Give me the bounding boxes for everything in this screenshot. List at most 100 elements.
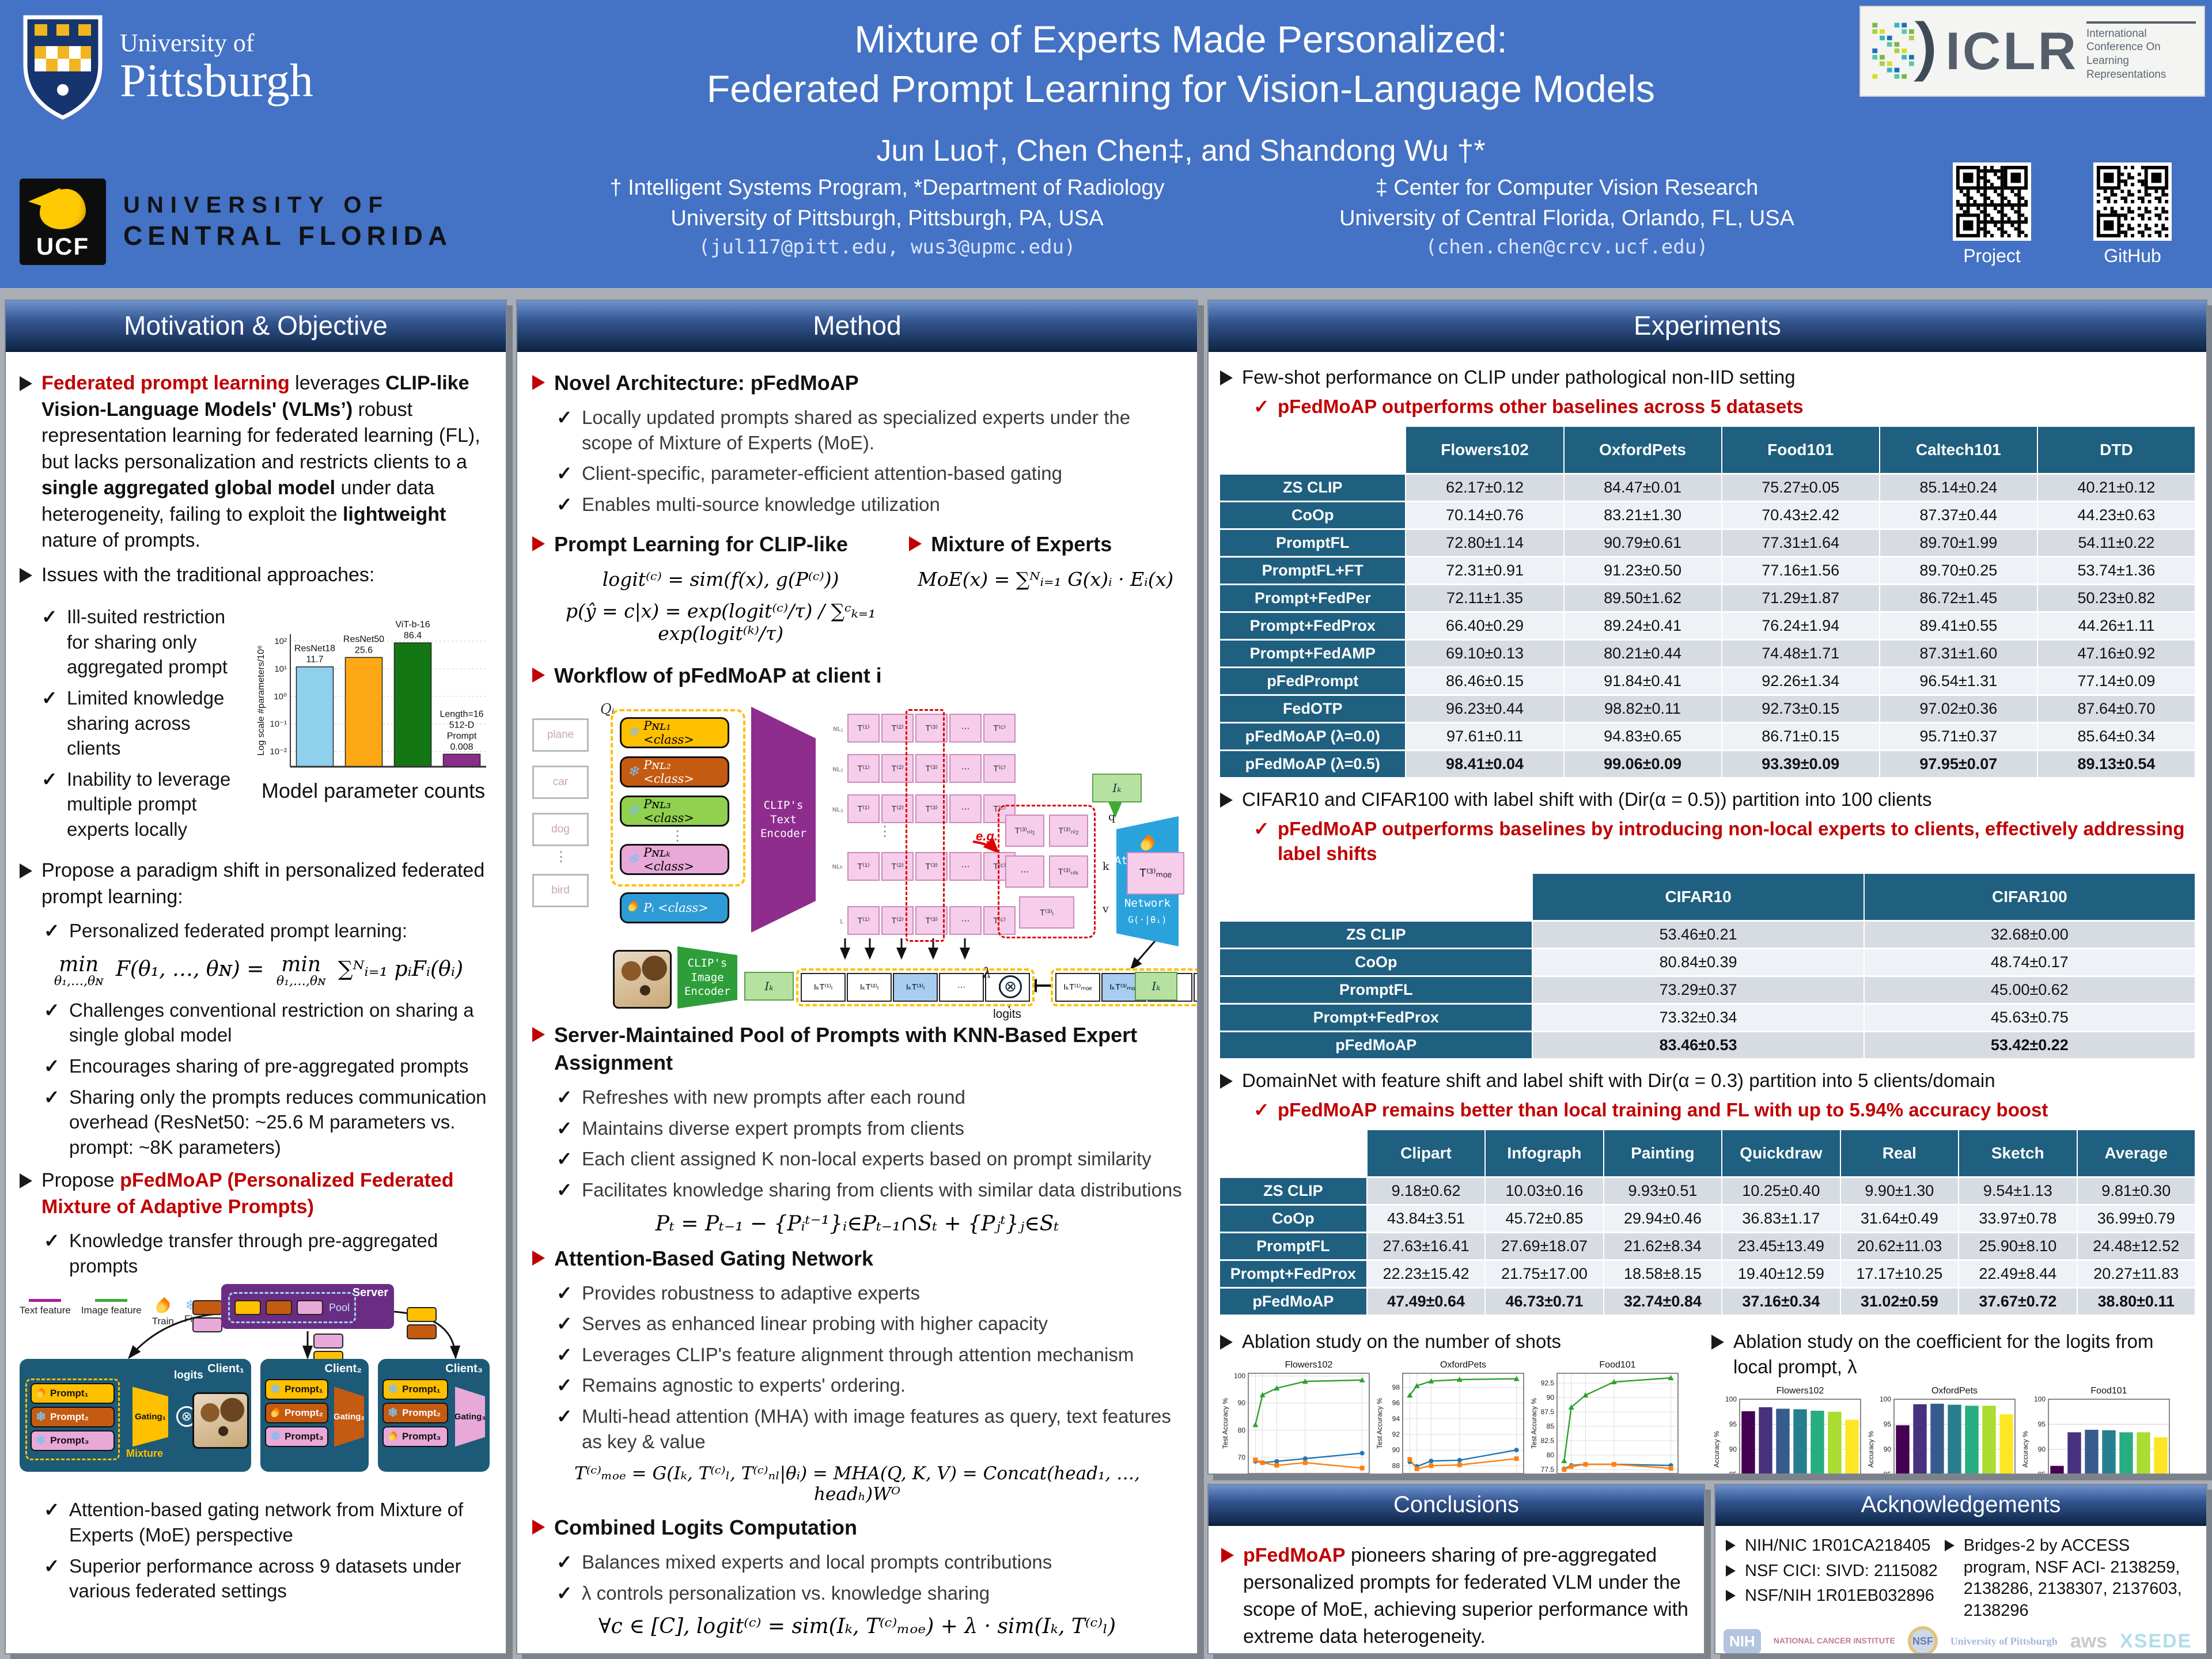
text-segment: Propose [41,1169,120,1192]
table-cell: 80.21±0.44 [1563,641,1721,667]
table-cell: 22.23±15.42 [1366,1261,1485,1287]
table-cell: 45.00±0.62 [1863,977,2195,1003]
train-flame-icon [35,1388,47,1400]
table-cell: 38.80±0.11 [2076,1289,2195,1315]
svg-text:90: 90 [1238,1399,1246,1407]
prompt-transfer-pills [313,1334,343,1366]
row-label: ZS CLIP [1220,475,1406,501]
table-cell: 70.43±2.42 [1721,502,1879,529]
fix-snowflake-icon: ❄ [627,724,639,740]
text-segment: lightweight [342,503,446,525]
table-cell: 83.21±1.30 [1563,502,1721,529]
table-cell: 87.37±0.44 [1878,502,2037,529]
table-cell: 53.46±0.21 [1532,922,1863,948]
column-header: Quickdraw [1721,1130,1840,1177]
svg-text:100: 100 [1880,1395,1891,1403]
table-cell: 94.83±0.65 [1563,724,1721,750]
svg-text:85: 85 [1547,1422,1555,1430]
table-cell: 73.32±0.34 [1532,1005,1863,1031]
objective-formula: min θ₁,…,θɴ F(θ₁, …, θɴ) = min θ₁,…,θɴ ∑ᴺᵢ… [54,952,464,988]
table-cell: 50.23±0.82 [2036,585,2195,612]
propose-pfedmoap: Propose pFedMoAP (Personalized Federated… [20,1168,492,1220]
ucf-wordmark: UNIVERSITY OF CENTRAL FLORIDA [123,192,453,251]
row-label: pFedMoAP (λ=0.0) [1220,724,1406,750]
table-cell: 32.68±0.00 [1863,922,2195,948]
image-feature-swatch [95,1299,128,1302]
combined-logits-formula: ∀c ∈ [C], logit⁽ᶜ⁾ = sim(Iₖ, T⁽ᶜ⁾ₘₒₑ) + … [598,1615,1116,1639]
table-cell: 23.45±13.49 [1721,1233,1840,1260]
svg-text:Accuracy %: Accuracy % [1867,1431,1875,1468]
pitt-wordmark: University of Pittsburgh [120,28,313,107]
prompt-transfer-pills [192,1300,222,1333]
bar-subplot: 808590951000.00.51.01.52.02.55.0Food101λ… [2021,1386,2170,1474]
ucf-logo: UCF UNIVERSITY OF CENTRAL FLORIDA [20,179,452,265]
dog-image [192,1392,249,1449]
poster-header: University of Pittsburgh UCF UNIVERSITY … [0,0,2212,288]
line-subplot: 889092949698124816OxfordPetsNumber of Sh… [1376,1360,1524,1474]
svg-text:Flowers102: Flowers102 [1285,1360,1333,1370]
table-cell: 89.50±1.62 [1563,585,1721,612]
svg-text:77.5: 77.5 [1541,1465,1555,1474]
arrow-bullet-icon [20,863,32,879]
svg-text:Log scale #parameters/10⁶: Log scale #parameters/10⁶ [256,646,266,756]
row-label: pFedMoAP (λ=0.5) [1220,751,1406,778]
ellipsis: ⋮ [671,828,685,844]
domainnet-claim: pFedMoAP remains better than local train… [1253,1098,2195,1123]
table-cell: 85.64±0.34 [2036,724,2195,750]
novel-architecture-heading: Novel Architecture: pFedMoAP [532,369,1182,397]
svg-text:Food101: Food101 [2090,1386,2127,1396]
row-label: Prompt+FedProx [1220,1261,1366,1287]
eg-label: e.g. [976,828,998,843]
table-cell: 77.31±1.64 [1721,530,1879,556]
expert-features-box: T⁽³⁾ₙₗ₁ T⁽³⁾ₙₗ₂ ⋯ T⁽³⁾ₙₗₖ T⁽³⁾ₗ [998,804,1096,938]
svg-text:90: 90 [1392,1446,1400,1455]
poster-authors: Jun Luo†, Chen Chen‡, and Shandong Wu †* [876,134,1486,168]
table-cell: 48.74±0.17 [1863,949,2195,976]
section-title-method: Method [517,301,1197,352]
table-cell: 74.48±1.71 [1721,641,1879,667]
list-item: Facilitates knowledge sharing from clien… [556,1177,1182,1203]
feature-row-local: ʟ T⁽¹⁾ T⁽²⁾ T⁽³⁾ ⋯ T⁽ᶜ⁾ [824,906,1016,935]
list-item: Ill-suited restriction for sharing only … [41,604,249,680]
svg-text:80: 80 [1547,1451,1555,1459]
prompt-learning-heading: Prompt Learning for CLIP-like [532,531,909,558]
table-cell: 80.84±0.39 [1532,949,1863,976]
text-segment: pioneers sharing of pre-aggregated perso… [1243,1544,1688,1647]
section-title-conclusions: Conclusions [1209,1485,1704,1526]
domainnet-heading: DomainNet with feature shift and label s… [1220,1068,2195,1093]
list-item: Multi-head attention (MHA) with image fe… [556,1404,1182,1454]
selected-class-column [906,709,945,942]
train-flame-icon [387,1431,399,1443]
row-label: PromptFL [1220,977,1532,1003]
image-feature-box: Iₖ [744,971,794,1001]
table-cell: 21.75±17.00 [1484,1261,1603,1287]
table-cell: 24.48±12.52 [2076,1233,2195,1260]
pool-heading: Server-Maintained Pool of Prompts with K… [532,1021,1182,1077]
feature-row-nlk: ɴʟₖ T⁽¹⁾ T⁽²⁾ T⁽³⁾ ⋯ T⁽ᶜ⁾ [824,851,1016,881]
text-segment: Federated prompt learning [41,372,290,394]
issues-list: Ill-suited restriction for sharing only … [41,599,249,847]
moe-heading: Mixture of Experts [909,531,1182,558]
list-item: Enables multi-source knowledge utilizati… [556,492,1182,517]
class-box: dog [532,812,589,846]
list-item: Each client assigned K non-local experts… [556,1146,1182,1172]
prompt-pill-local: Pᵢ <class> [620,892,729,923]
arrow-bullet-icon [532,1250,545,1266]
panel-motivation: Motivation & Objective Federated prompt … [5,300,507,1654]
svg-text:0.008: 0.008 [450,743,473,752]
ucf-emblem-icon: UCF [20,179,106,265]
table-cell: 87.31±1.60 [1878,641,2037,667]
list-item: Refreshes with new prompts after each ro… [556,1085,1182,1110]
text-segment: robust representation learning for feder… [41,398,480,473]
ablation-shots-heading: Ablation study on the number of shots [1220,1329,1703,1354]
table-cell: 96.54±1.31 [1878,668,2037,695]
panel-method: Method Novel Architecture: pFedMoAP Loca… [516,300,1198,1654]
svg-text:10²: 10² [274,637,287,646]
table-cifar: CIFAR10 CIFAR100 ZS CLIP 53.46±0.21 32.68±0.… [1220,872,2195,1060]
closing-list: Attention-based gating network from Mixt… [44,1497,492,1603]
table-cell: 47.16±0.92 [2036,641,2195,667]
table-cell: 86.46±0.15 [1405,668,1563,695]
class-box: bird [532,873,589,907]
arrow-bullet-icon [532,536,545,552]
svg-text:ViT-b-16: ViT-b-16 [395,620,430,630]
